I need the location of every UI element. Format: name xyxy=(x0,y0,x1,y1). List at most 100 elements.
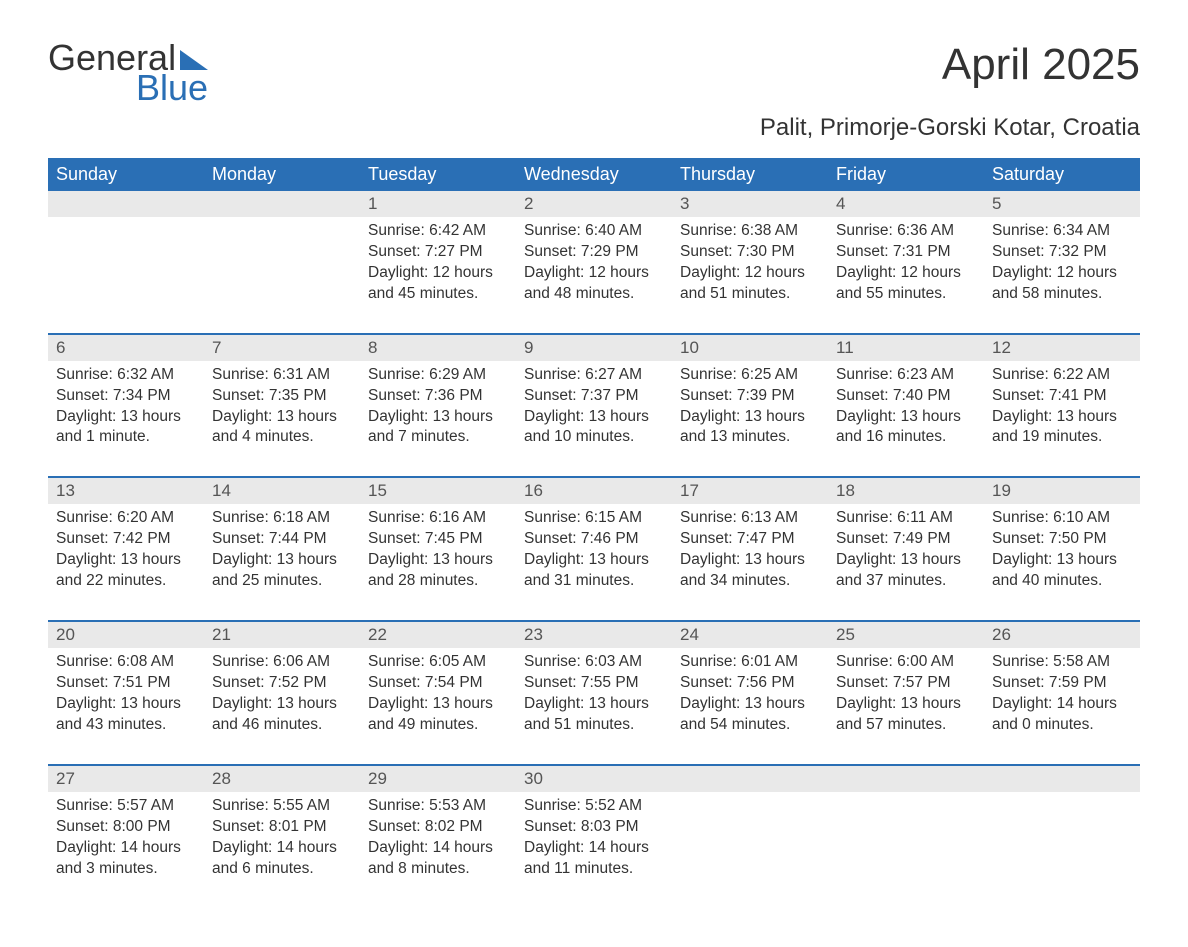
day-cell: Sunrise: 5:53 AMSunset: 8:02 PMDaylight:… xyxy=(360,792,516,908)
sunrise-text: Sunrise: 6:29 AM xyxy=(368,365,508,386)
sunset-text: Sunset: 7:49 PM xyxy=(836,529,976,550)
day-number: 6 xyxy=(48,335,204,361)
sunrise-text: Sunrise: 6:00 AM xyxy=(836,652,976,673)
sunrise-text: Sunrise: 5:52 AM xyxy=(524,796,664,817)
daylight-text: Daylight: 14 hours and 3 minutes. xyxy=(56,838,196,880)
day-number: 17 xyxy=(672,478,828,504)
day-cell: Sunrise: 6:32 AMSunset: 7:34 PMDaylight:… xyxy=(48,361,204,477)
day-number: 29 xyxy=(360,766,516,792)
sunset-text: Sunset: 7:35 PM xyxy=(212,386,352,407)
daylight-text: Daylight: 13 hours and 1 minute. xyxy=(56,407,196,449)
weekday-cell: Friday xyxy=(828,158,984,191)
sunrise-text: Sunrise: 6:16 AM xyxy=(368,508,508,529)
daylight-text: Daylight: 12 hours and 58 minutes. xyxy=(992,263,1132,305)
sunrise-text: Sunrise: 5:55 AM xyxy=(212,796,352,817)
day-cell: Sunrise: 5:52 AMSunset: 8:03 PMDaylight:… xyxy=(516,792,672,908)
day-cell: Sunrise: 6:00 AMSunset: 7:57 PMDaylight:… xyxy=(828,648,984,764)
day-cell: Sunrise: 5:58 AMSunset: 7:59 PMDaylight:… xyxy=(984,648,1140,764)
sunset-text: Sunset: 7:36 PM xyxy=(368,386,508,407)
weeks-container: 12345Sunrise: 6:42 AMSunset: 7:27 PMDayl… xyxy=(48,191,1140,907)
day-body-row: Sunrise: 6:32 AMSunset: 7:34 PMDaylight:… xyxy=(48,361,1140,477)
day-number: 27 xyxy=(48,766,204,792)
day-cell: Sunrise: 6:42 AMSunset: 7:27 PMDaylight:… xyxy=(360,217,516,333)
day-body-row: Sunrise: 5:57 AMSunset: 8:00 PMDaylight:… xyxy=(48,792,1140,908)
sunset-text: Sunset: 7:46 PM xyxy=(524,529,664,550)
weekday-cell: Thursday xyxy=(672,158,828,191)
sunset-text: Sunset: 8:01 PM xyxy=(212,817,352,838)
brand-logo: General Blue xyxy=(48,40,208,106)
day-number xyxy=(204,191,360,217)
sunrise-text: Sunrise: 6:20 AM xyxy=(56,508,196,529)
day-number-row: 12345 xyxy=(48,191,1140,217)
day-cell: Sunrise: 6:25 AMSunset: 7:39 PMDaylight:… xyxy=(672,361,828,477)
sunset-text: Sunset: 7:44 PM xyxy=(212,529,352,550)
sunset-text: Sunset: 7:42 PM xyxy=(56,529,196,550)
sunrise-text: Sunrise: 6:06 AM xyxy=(212,652,352,673)
day-number: 5 xyxy=(984,191,1140,217)
daylight-text: Daylight: 13 hours and 25 minutes. xyxy=(212,550,352,592)
day-number xyxy=(828,766,984,792)
daylight-text: Daylight: 14 hours and 0 minutes. xyxy=(992,694,1132,736)
daylight-text: Daylight: 13 hours and 51 minutes. xyxy=(524,694,664,736)
day-cell: Sunrise: 6:29 AMSunset: 7:36 PMDaylight:… xyxy=(360,361,516,477)
sunrise-text: Sunrise: 5:57 AM xyxy=(56,796,196,817)
sunset-text: Sunset: 8:03 PM xyxy=(524,817,664,838)
sunset-text: Sunset: 7:29 PM xyxy=(524,242,664,263)
weekday-header-row: Sunday Monday Tuesday Wednesday Thursday… xyxy=(48,158,1140,191)
day-number-row: 6789101112 xyxy=(48,335,1140,361)
weekday-cell: Sunday xyxy=(48,158,204,191)
daylight-text: Daylight: 13 hours and 19 minutes. xyxy=(992,407,1132,449)
sunrise-text: Sunrise: 6:31 AM xyxy=(212,365,352,386)
daylight-text: Daylight: 13 hours and 4 minutes. xyxy=(212,407,352,449)
sunset-text: Sunset: 7:32 PM xyxy=(992,242,1132,263)
day-cell: Sunrise: 6:13 AMSunset: 7:47 PMDaylight:… xyxy=(672,504,828,620)
sunset-text: Sunset: 7:51 PM xyxy=(56,673,196,694)
day-number: 2 xyxy=(516,191,672,217)
day-cell: Sunrise: 6:20 AMSunset: 7:42 PMDaylight:… xyxy=(48,504,204,620)
day-cell: Sunrise: 6:34 AMSunset: 7:32 PMDaylight:… xyxy=(984,217,1140,333)
day-cell: Sunrise: 5:57 AMSunset: 8:00 PMDaylight:… xyxy=(48,792,204,908)
day-body-row: Sunrise: 6:42 AMSunset: 7:27 PMDaylight:… xyxy=(48,217,1140,333)
sunrise-text: Sunrise: 6:23 AM xyxy=(836,365,976,386)
day-number: 23 xyxy=(516,622,672,648)
daylight-text: Daylight: 13 hours and 13 minutes. xyxy=(680,407,820,449)
week-block: 12345Sunrise: 6:42 AMSunset: 7:27 PMDayl… xyxy=(48,191,1140,333)
week-block: 13141516171819Sunrise: 6:20 AMSunset: 7:… xyxy=(48,476,1140,620)
day-cell: Sunrise: 6:27 AMSunset: 7:37 PMDaylight:… xyxy=(516,361,672,477)
day-number: 9 xyxy=(516,335,672,361)
daylight-text: Daylight: 13 hours and 49 minutes. xyxy=(368,694,508,736)
sunrise-text: Sunrise: 6:10 AM xyxy=(992,508,1132,529)
day-cell xyxy=(204,217,360,333)
day-number-row: 20212223242526 xyxy=(48,622,1140,648)
daylight-text: Daylight: 13 hours and 54 minutes. xyxy=(680,694,820,736)
sunset-text: Sunset: 7:37 PM xyxy=(524,386,664,407)
sunset-text: Sunset: 7:27 PM xyxy=(368,242,508,263)
page-title: April 2025 xyxy=(942,40,1140,90)
daylight-text: Daylight: 14 hours and 6 minutes. xyxy=(212,838,352,880)
daylight-text: Daylight: 12 hours and 45 minutes. xyxy=(368,263,508,305)
daylight-text: Daylight: 13 hours and 22 minutes. xyxy=(56,550,196,592)
daylight-text: Daylight: 13 hours and 10 minutes. xyxy=(524,407,664,449)
sunrise-text: Sunrise: 6:38 AM xyxy=(680,221,820,242)
sunset-text: Sunset: 7:59 PM xyxy=(992,673,1132,694)
header: General Blue April 2025 xyxy=(48,40,1140,106)
day-number: 13 xyxy=(48,478,204,504)
daylight-text: Daylight: 14 hours and 8 minutes. xyxy=(368,838,508,880)
day-number: 24 xyxy=(672,622,828,648)
day-number: 19 xyxy=(984,478,1140,504)
day-number: 10 xyxy=(672,335,828,361)
day-number: 8 xyxy=(360,335,516,361)
sunrise-text: Sunrise: 6:15 AM xyxy=(524,508,664,529)
daylight-text: Daylight: 13 hours and 28 minutes. xyxy=(368,550,508,592)
weekday-cell: Tuesday xyxy=(360,158,516,191)
day-cell: Sunrise: 6:05 AMSunset: 7:54 PMDaylight:… xyxy=(360,648,516,764)
day-cell: Sunrise: 6:23 AMSunset: 7:40 PMDaylight:… xyxy=(828,361,984,477)
daylight-text: Daylight: 14 hours and 11 minutes. xyxy=(524,838,664,880)
day-cell: Sunrise: 6:08 AMSunset: 7:51 PMDaylight:… xyxy=(48,648,204,764)
weekday-cell: Wednesday xyxy=(516,158,672,191)
day-number: 26 xyxy=(984,622,1140,648)
sunset-text: Sunset: 7:40 PM xyxy=(836,386,976,407)
sunrise-text: Sunrise: 6:22 AM xyxy=(992,365,1132,386)
day-number: 20 xyxy=(48,622,204,648)
day-cell: Sunrise: 6:11 AMSunset: 7:49 PMDaylight:… xyxy=(828,504,984,620)
